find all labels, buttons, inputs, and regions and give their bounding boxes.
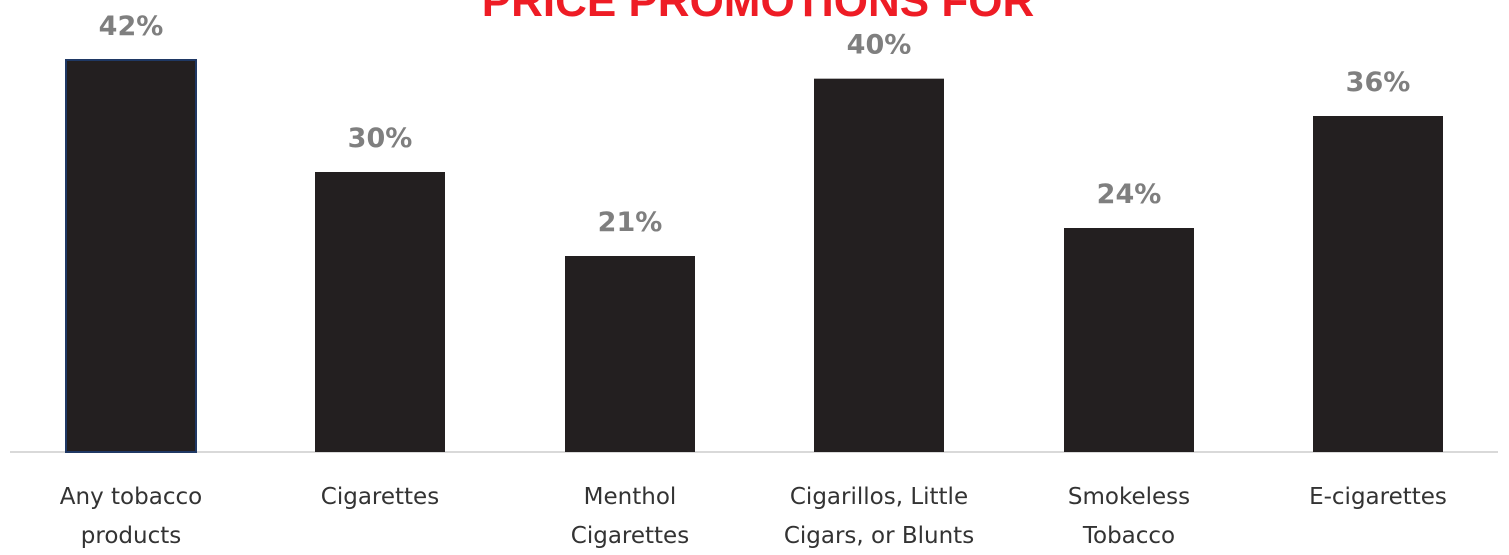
category-label-line: Cigarettes xyxy=(321,484,439,510)
value-label-4: 24% xyxy=(1097,179,1162,210)
value-label-5: 36% xyxy=(1346,67,1411,98)
bar-3 xyxy=(814,78,944,453)
value-label-3: 40% xyxy=(847,30,912,61)
category-label-line: Any tobacco xyxy=(60,484,202,510)
category-label-line: products xyxy=(81,523,181,549)
category-label-0: Any tobacco products xyxy=(60,484,202,549)
bar-1 xyxy=(315,172,445,452)
bar-5 xyxy=(1313,116,1443,452)
category-label-line: Menthol xyxy=(584,484,677,510)
chart-title: PRICE PROMOTIONS FOR xyxy=(482,0,1034,26)
bars-group xyxy=(65,59,1443,453)
bar-4 xyxy=(1064,228,1194,452)
value-label-2: 21% xyxy=(598,207,663,238)
category-label-line: Cigarillos, Little xyxy=(790,484,968,510)
value-label-0: 42% xyxy=(99,11,164,42)
value-labels-group: 42% 30% 21% 40% 24% 36% xyxy=(99,11,1411,238)
category-label-4: Smokeless Tobacco xyxy=(1068,484,1190,549)
category-label-line: E-cigarettes xyxy=(1309,484,1447,510)
bar-0 xyxy=(65,59,197,453)
category-label-line: Tobacco xyxy=(1082,523,1175,549)
category-label-3: Cigarillos, Little Cigars, or Blunts xyxy=(784,484,974,549)
category-label-line: Smokeless xyxy=(1068,484,1190,510)
category-label-line: Cigarettes xyxy=(571,523,689,549)
category-label-5: E-cigarettes xyxy=(1309,484,1447,510)
bar-2 xyxy=(565,256,695,452)
category-label-2: Menthol Cigarettes xyxy=(571,484,689,549)
category-label-1: Cigarettes xyxy=(321,484,439,510)
value-label-1: 30% xyxy=(348,123,413,154)
category-label-line: Cigars, or Blunts xyxy=(784,523,974,549)
category-labels-group: Any tobacco products Cigarettes Menthol Ciga… xyxy=(60,484,1447,549)
